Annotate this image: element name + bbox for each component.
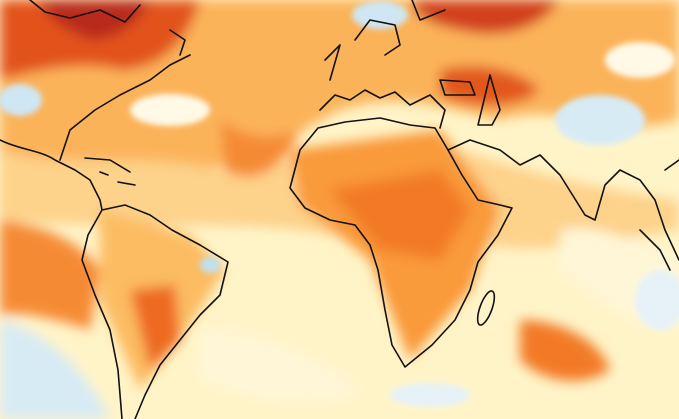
cool-spot	[390, 383, 470, 407]
asia-coast	[447, 139, 679, 261]
siberia-hot	[410, 0, 560, 34]
south-america-coast	[81, 204, 229, 419]
cool-spot	[555, 95, 645, 145]
africa-coast	[289, 117, 513, 368]
arctic-coast	[29, 0, 186, 56]
inland-seas-coast	[439, 74, 501, 126]
sahel-hot	[330, 170, 470, 260]
south-america-hot	[130, 285, 180, 370]
north-america-hot	[0, 0, 200, 80]
pale-spot	[605, 42, 675, 78]
canada-extreme	[40, 0, 150, 40]
south-pacific-cool	[0, 320, 110, 419]
indian-ocean-warm	[520, 320, 610, 381]
cool-spot	[200, 257, 220, 273]
madagascar-coast	[476, 290, 496, 326]
cool-spot	[0, 84, 42, 116]
atlantic-warm	[220, 120, 300, 177]
cool-spot	[635, 270, 679, 330]
pale-spot	[130, 94, 210, 126]
north-america-coast	[0, 54, 191, 211]
cool-spots	[0, 1, 679, 407]
cool-spot	[352, 1, 408, 29]
europe-coast	[319, 0, 446, 129]
caribbean-coast	[84, 157, 136, 186]
south-atlantic-pale	[200, 330, 360, 401]
east-pacific-warm	[0, 220, 100, 330]
southeast-asia-coast	[639, 159, 679, 271]
